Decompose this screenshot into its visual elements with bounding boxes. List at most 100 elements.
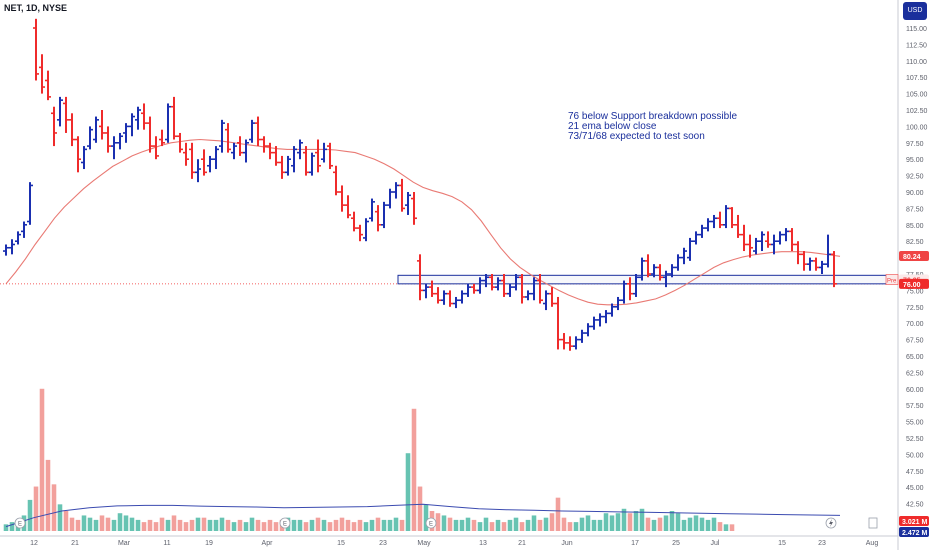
time-tick-label: Jun [561,540,572,547]
volume-bar [543,517,549,531]
ohlc-bar [393,182,399,199]
time-tick-label: 13 [479,540,487,547]
pre-badge-prefix: Pre [887,279,897,285]
ohlc-bar [735,214,741,238]
ohlc-bar [711,214,717,229]
price-tick-label: 100.00 [906,124,928,131]
ema-badge: 80.24 [899,251,929,262]
ohlc-bar [573,336,579,350]
price-tick-label: 55.00 [906,420,924,427]
volume-bar [339,517,345,531]
volume-bar [75,519,81,531]
ohlc-bar [243,139,249,163]
volume-bar [345,519,351,531]
volume-bar [243,522,249,531]
volume-bar [171,515,177,531]
volume-bar [165,519,171,531]
volume-bar [621,508,627,531]
ohlc-bar [537,274,543,304]
volume-red-bg [899,516,929,526]
ema-line [5,138,841,306]
ohlc-bar [33,18,39,81]
ohlc-bar [789,228,795,252]
ohlc-bar [441,290,447,305]
volume-blue-bg [899,527,929,537]
ohlc-bar [579,329,585,343]
ohlc-bar [57,96,63,127]
ohlc-bar [237,136,243,156]
earnings-marker-label: E [18,522,22,528]
ohlc-bar [381,201,387,229]
annotation-line: 73/71/68 expected to test soon [568,131,705,142]
ohlc-bar [315,139,321,173]
ohlc-bar [387,188,393,209]
ohlc-bar [117,132,123,150]
currency-button[interactable]: USD [903,2,927,20]
price-tick-label: 75.00 [906,288,924,295]
ohlc-bar [3,244,9,256]
volume-bar [387,519,393,531]
volume-bar [423,504,429,531]
document-icon [868,517,878,529]
volume-red-badge: 3.021 M [899,516,929,526]
time-tick-label: 11 [163,540,170,547]
price-axis[interactable]: 115.00 112.50 110.00 107.50 105.00 102.50 100.… [885,26,929,537]
volume-bar [549,513,555,531]
ohlc-bar [321,142,327,163]
ohlc-bar [309,152,315,176]
ohlc-bar [369,198,375,222]
time-axis[interactable]: 12 21 Mar 11 19 Apr 15 23 May 13 21 Jun 17 25 Jul 15 23 A… [30,540,878,547]
volume-bar [381,519,387,531]
time-tick-label: 23 [818,540,826,547]
price-tick-label: 87.50 [906,206,924,213]
ohlc-bar [63,96,69,133]
ohlc-bar [801,251,807,271]
ema21-line [5,138,841,306]
ohlc-bar [663,270,669,288]
time-tick-label: 25 [672,540,680,547]
volume-bar [711,517,717,531]
ohlc-bar [621,280,627,304]
volume-bar [39,388,45,531]
time-tick-label: 23 [379,540,387,547]
volume-bar [3,524,9,531]
ohlc-bar [507,283,513,297]
volume-blue-badge: 2.472 M [899,527,929,537]
price-tick-label: 52.50 [906,436,924,443]
price-tick-label: 90.00 [906,190,924,197]
volume-bar [729,524,735,531]
time-tick-label: 15 [778,540,786,547]
volume-bar [639,508,645,531]
ohlc-bar [231,142,237,160]
price-tick-label: 70.00 [906,321,924,328]
volume-bar [45,459,51,531]
ema-badge-bg [899,251,929,262]
earnings-marker-circle [14,517,26,529]
time-tick-label: 19 [205,540,213,547]
price-bars [3,18,837,351]
volume-bar [651,519,657,531]
volume-bar [57,504,63,531]
volume-bar [633,511,639,531]
volume-bar [249,517,255,531]
volume-bar [441,515,447,531]
volume-bar [141,522,147,531]
volume-bar [51,484,57,531]
volume-bar [675,513,681,531]
price-tick-label: 82.50 [906,239,924,246]
ohlc-bar [165,103,171,143]
ohlc-bar [483,274,489,288]
price-tick-label: 67.50 [906,338,924,345]
volume-bar [27,499,33,531]
volume-pane [3,388,841,531]
volume-bar [201,517,207,531]
annotation-line: 76 below Support breakdown possible [568,111,737,122]
volume-bar [477,522,483,531]
ohlc-bar [45,70,51,101]
ohlc-bar [129,113,135,137]
ohlc-bar [699,224,705,238]
lightning-icon-bolt [829,519,833,527]
price-tick-label: 95.00 [906,157,924,164]
